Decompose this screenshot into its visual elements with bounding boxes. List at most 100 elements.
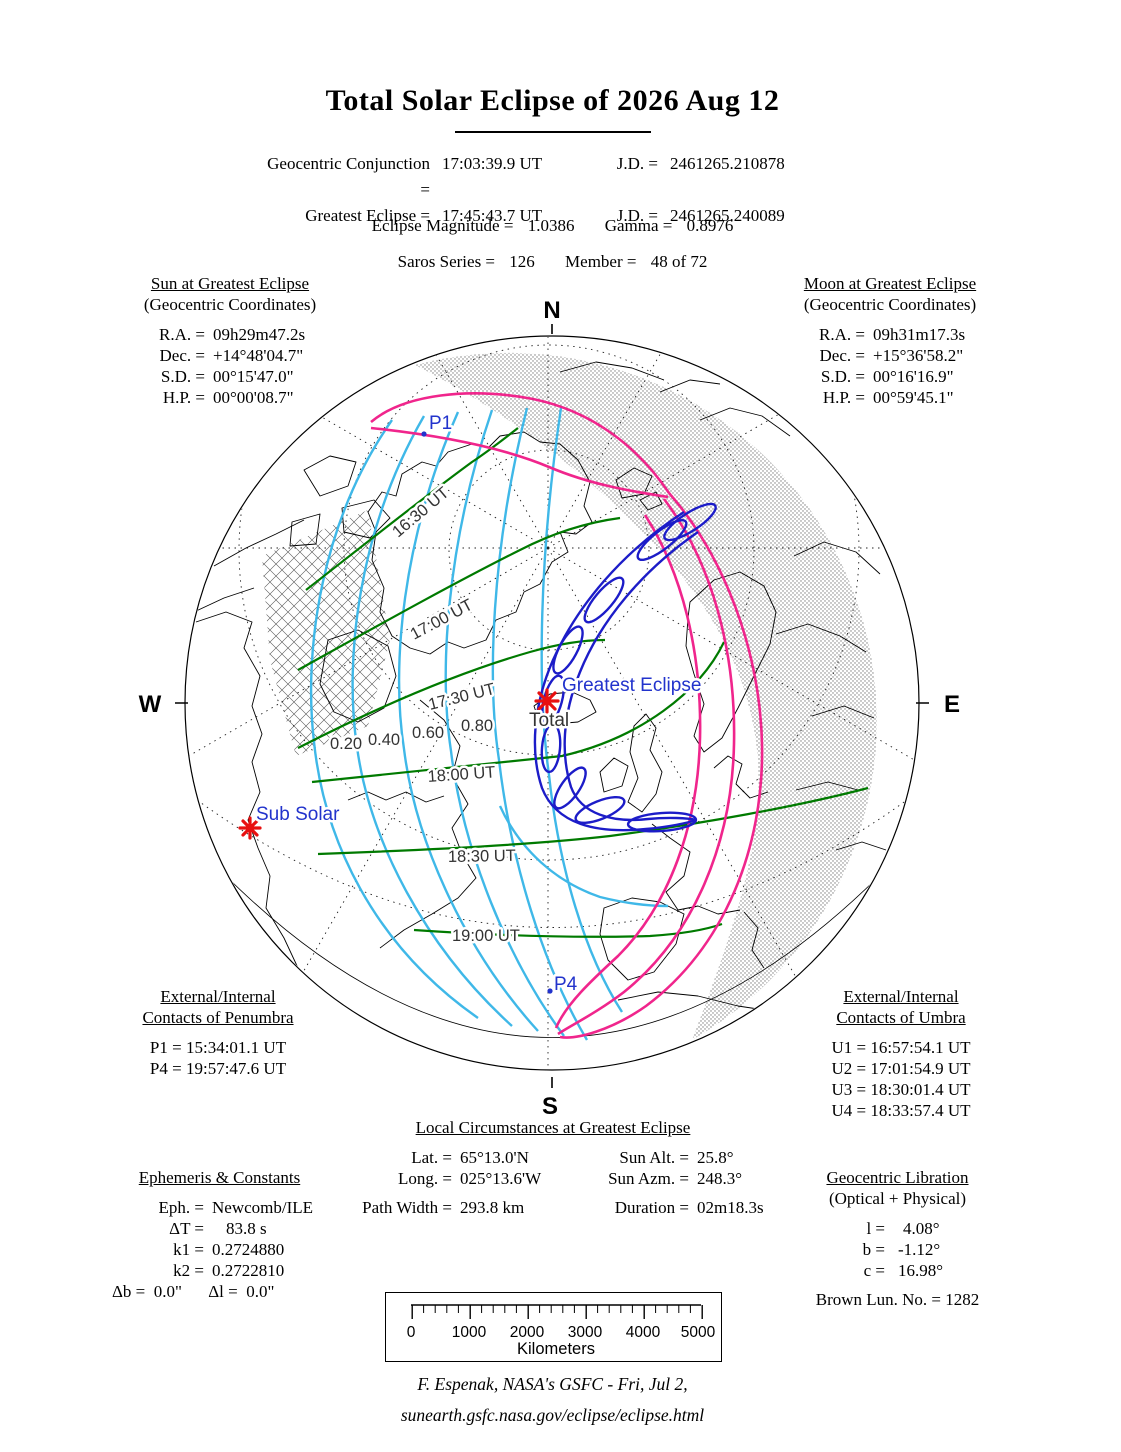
- libration-l-value: 4.08°: [903, 1219, 940, 1238]
- duration-value: 02m18.3s: [697, 1198, 764, 1217]
- conjunction-jd-value: 2461265.210878: [670, 154, 785, 173]
- umbra-path: [533, 502, 717, 833]
- eph-label: Eph. =: [158, 1198, 204, 1217]
- long-value: 025°13.6'W: [460, 1169, 542, 1188]
- time-label-1830: 18:30 UT: [448, 847, 516, 866]
- moon-ra-label: R.A. =: [819, 325, 865, 344]
- sun-ra-value: 09h29m47.2s: [213, 325, 306, 344]
- title-rule: [455, 131, 651, 133]
- greatest-eclipse-label: Greatest Eclipse =: [305, 206, 430, 225]
- sun-azm-value: 248.3°: [697, 1169, 743, 1188]
- greatest-jd-value: 2461265.240089: [670, 206, 785, 225]
- time-label-1900: 19:00 UT: [452, 927, 520, 945]
- libration-block: Geocentric Libration (Optical + Physical…: [795, 1167, 1000, 1310]
- delta-t-value: 83.8 s: [226, 1219, 267, 1238]
- umbra-contacts-title-1: External/Internal: [843, 987, 959, 1006]
- gamma-label: Gamma =: [604, 216, 673, 235]
- conjunction-label: Geocentric Conjunction =: [267, 154, 430, 199]
- sub-solar-label: Sub Solar: [256, 804, 340, 825]
- umbra-contacts-block: External/Internal Contacts of Umbra U1 =…: [805, 986, 997, 1121]
- libration-subtitle: (Optical + Physical): [828, 1189, 967, 1208]
- penumbra-contacts-title-1: External/Internal: [160, 987, 276, 1006]
- sun-hp-value: 00°00'08.7": [213, 388, 294, 407]
- brown-lunation-row: Brown Lun. No. = 1282: [815, 1290, 980, 1309]
- magnitude-contours: [309, 407, 669, 1041]
- p1-label: P1: [429, 413, 452, 434]
- p4-contact-row: P4 = 19:57:47.6 UT: [149, 1059, 287, 1078]
- moon-sd-label: S.D. =: [820, 367, 865, 386]
- sun-alt-value: 25.8°: [697, 1148, 734, 1167]
- compass-north: N: [543, 297, 560, 324]
- moon-dec-value: +15°36'58.2": [873, 346, 964, 365]
- scale-tick-labels: 0 1000 2000 3000 4000 5000: [407, 1324, 716, 1341]
- scale-unit-label: Kilometers: [517, 1340, 595, 1358]
- credit-line: F. Espenak, NASA's GSFC - Fri, Jul 2,: [417, 1374, 688, 1394]
- libration-b-value: -1.12°: [898, 1240, 941, 1259]
- total-label: Total: [529, 710, 569, 731]
- page-title: Total Solar Eclipse of 2026 Aug 12: [325, 84, 780, 117]
- sun-alt-label: Sun Alt. =: [619, 1148, 689, 1167]
- path-width-label: Path Width =: [362, 1198, 452, 1217]
- penumbra-contacts-block: External/Internal Contacts of Penumbra P…: [112, 986, 324, 1079]
- map-point-labels: P1 Greatest Eclipse Sub Solar P4: [254, 411, 704, 998]
- libration-l-label: l =: [866, 1219, 885, 1238]
- greatest-eclipse-label: Greatest Eclipse: [562, 675, 701, 696]
- greatest-eclipse-star-icon: [534, 688, 560, 714]
- ephemeris-title: Ephemeris & Constants: [138, 1168, 301, 1187]
- saros-line: Saros Series = 126 Member = 48 of 72: [0, 252, 1105, 272]
- moon-subtitle: (Geocentric Coordinates): [803, 295, 977, 314]
- eclipse-url[interactable]: sunearth.gsfc.nasa.gov/eclipse/eclipse.h…: [400, 1405, 705, 1425]
- p1-contact-row: P1 = 15:34:01.1 UT: [149, 1038, 287, 1057]
- magnitude-gamma-line: Eclipse Magnitude = 1.0386 Gamma = 0.897…: [0, 216, 1105, 236]
- sub-solar-star-icon: [238, 816, 262, 840]
- k1-value: 0.2724880: [212, 1240, 285, 1259]
- path-width-value: 293.8 km: [460, 1198, 525, 1217]
- night-region: [415, 352, 877, 1041]
- sun-sd-label: S.D. =: [160, 367, 205, 386]
- u4-contact-row: U4 = 18:33:57.4 UT: [831, 1101, 971, 1120]
- u3-contact-row: U3 = 18:30:01.4 UT: [831, 1080, 971, 1099]
- sunset-hatch-region: [262, 510, 390, 756]
- compass-south: S: [542, 1093, 558, 1120]
- compass-west: W: [139, 691, 162, 718]
- u1-contact-row: U1 = 16:57:54.1 UT: [831, 1038, 971, 1057]
- p1-point: [421, 431, 427, 437]
- local-circumstances-title: Local Circumstances at Greatest Eclipse: [415, 1118, 691, 1137]
- compass-east: E: [944, 691, 960, 718]
- sun-subtitle: (Geocentric Coordinates): [143, 295, 317, 314]
- conjunction-jd-label: J.D. =: [616, 154, 658, 173]
- magnitude-value: 1.0386: [527, 216, 575, 235]
- p4-point: [547, 988, 553, 994]
- lat-label: Lat. =: [411, 1148, 452, 1167]
- p4-label: P4: [554, 974, 578, 995]
- k2-label: k2 =: [173, 1261, 204, 1280]
- magnitude-label-080: 0.80: [461, 717, 493, 735]
- compass: N S W E: [139, 297, 960, 1120]
- saros-label: Saros Series =: [397, 252, 496, 271]
- svg-text:0: 0: [407, 1324, 416, 1341]
- graticule: [186, 337, 917, 1069]
- sun-hp-label: H.P. =: [162, 388, 205, 407]
- moon-sd-value: 00°16'16.9": [873, 367, 954, 386]
- k2-value: 0.2722810: [212, 1261, 285, 1280]
- moon-ra-value: 09h31m17.3s: [873, 325, 966, 344]
- sun-title: Sun at Greatest Eclipse: [150, 274, 310, 293]
- magnitude-label-060: 0.60: [412, 724, 444, 742]
- sun-dec-label: Dec. =: [159, 346, 205, 365]
- libration-c-value: 16.98°: [898, 1261, 944, 1280]
- sun-sd-value: 00°15'47.0": [213, 367, 294, 386]
- lat-value: 65°13.0'N: [460, 1148, 529, 1167]
- magnitude-label-020: 0.20: [330, 735, 362, 753]
- svg-text:4000: 4000: [626, 1324, 661, 1341]
- sun-ra-label: R.A. =: [159, 325, 205, 344]
- magnitude-contour-labels: 0.20 0.40 0.60 0.80: [327, 715, 495, 756]
- u2-contact-row: U2 = 17:01:54.9 UT: [831, 1059, 971, 1078]
- ephemeris-block: Ephemeris & Constants Eph. = Newcomb/ILE …: [112, 1167, 327, 1302]
- equator-line: [229, 879, 876, 1038]
- svg-text:2000: 2000: [510, 1324, 545, 1341]
- delta-bl-row: Δb = 0.0" Δl = 0.0": [112, 1282, 275, 1301]
- local-circumstances-block: Local Circumstances at Greatest Eclipse …: [322, 1117, 784, 1218]
- svg-text:1000: 1000: [452, 1324, 487, 1341]
